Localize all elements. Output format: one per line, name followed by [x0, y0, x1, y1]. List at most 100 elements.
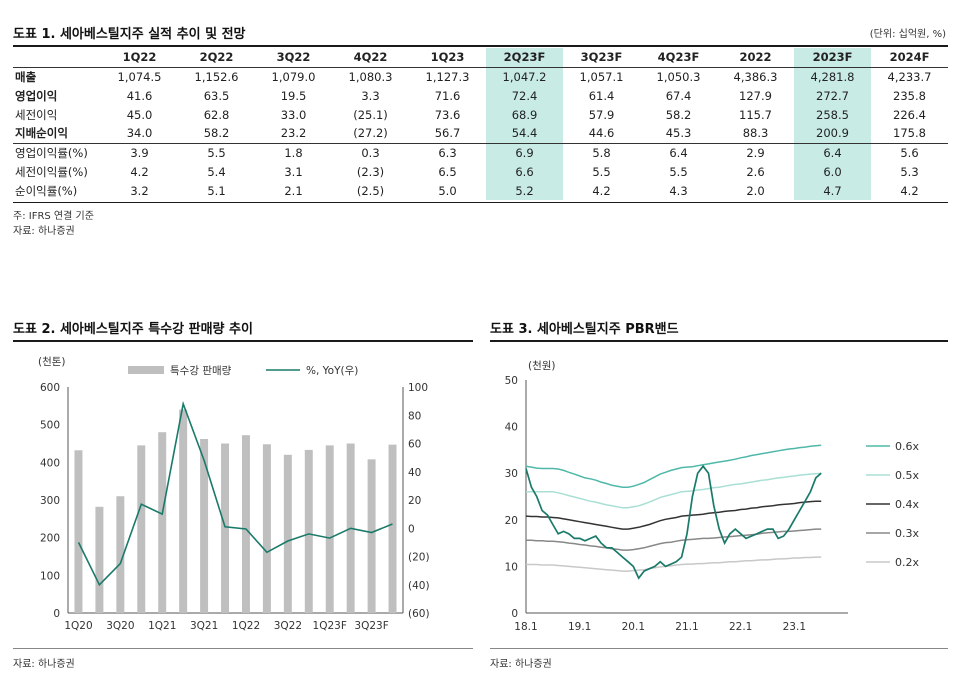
bar-2q21	[179, 409, 188, 613]
table-cell: 4,386.3	[733, 69, 778, 84]
table-cell: 34.0	[126, 126, 153, 141]
y-tick-label: 300	[40, 495, 60, 507]
sales-volume-chart: (천톤) 0 100 200 300 400 500 600 (60) (40) (20) 0 20 40…	[38, 356, 430, 632]
table-cell: 5.2	[486, 181, 563, 200]
line-price	[525, 464, 822, 580]
table-cell: 56.7	[434, 126, 461, 141]
table-cell: 3.2	[130, 183, 149, 198]
bar-4q20	[137, 445, 146, 613]
table1-unit: (단위: 십억원, %)	[869, 29, 946, 40]
yoy-line	[77, 400, 393, 587]
table-cell: 1,079.0	[271, 69, 316, 84]
table-cell: 6.4	[794, 142, 871, 162]
bar-4q21	[221, 443, 230, 613]
bar-3q23f	[367, 459, 376, 613]
table-cell: 73.6	[434, 107, 461, 122]
table-cell: 5.6	[871, 142, 948, 162]
table-cell: 5.3	[900, 164, 919, 179]
y-axis-label: (천톤)	[38, 356, 66, 368]
table-header-2q23f: 2Q23F	[486, 48, 563, 68]
chart3-bottom-rule	[490, 648, 948, 649]
table-cell: 4.2	[130, 164, 149, 179]
table-row: 세전이익률(%) 4.2 5.4 3.1 (2.3) 6.5 6.6 5.5 5.5 2.6 6.0…	[13, 162, 948, 181]
table-cell: 6.5	[438, 164, 457, 179]
table1-note: 주: IFRS 연결 기준	[13, 211, 94, 222]
table-cell: 4.2	[592, 183, 611, 198]
table-cell: 88.3	[742, 126, 769, 141]
y2-tick-label: 20	[408, 495, 421, 507]
y2-tick-label: 80	[408, 410, 421, 422]
table-cell: (25.1)	[353, 107, 388, 122]
table-cell: 19.5	[280, 88, 307, 103]
table-cell: 1,080.3	[348, 69, 393, 84]
table-cell: 1,050.3	[656, 69, 701, 84]
y-tick-label: 0	[53, 608, 60, 620]
y-tick-label: 600	[40, 382, 60, 394]
table-header-2022: 2022	[717, 48, 794, 68]
bar-1q20	[74, 450, 83, 613]
table-row: 세전이익 45.0 62.8 33.0 (25.1) 73.6 68.9 57.9 58.2 11…	[13, 105, 948, 124]
chart3-source: 자료: 하나증권	[490, 659, 552, 670]
legend-line-label: %, YoY(우)	[306, 365, 358, 377]
table-row: 지배순이익 34.0 58.2 23.2 (27.2) 56.7 54.4 44.6 45.3 8…	[13, 124, 948, 143]
table-cell: 4.3	[669, 183, 688, 198]
y-tick-label: 500	[40, 420, 60, 432]
band-label-0-3x: 0.3x	[895, 527, 919, 540]
table-cell: 63.5	[203, 88, 230, 103]
table-cell: 5.8	[563, 142, 640, 162]
table-cell: 258.5	[794, 105, 871, 124]
table-cell: 1,047.2	[486, 67, 563, 86]
y2-tick-label: 40	[408, 467, 421, 479]
table-cell: 58.2	[203, 126, 230, 141]
y-tick-label: 200	[40, 533, 60, 545]
table-cell: 235.8	[893, 88, 926, 103]
table-cell: 45.0	[126, 107, 153, 122]
table-cell: 3.9	[101, 142, 178, 162]
line-0-4x	[525, 500, 822, 530]
table-header-3q23f: 3Q23F	[563, 48, 640, 68]
x-tick-label: 1Q23F	[313, 620, 347, 632]
line-0-2x	[526, 556, 822, 572]
y-tick-label: 10	[505, 561, 518, 573]
table-cell: 3.1	[284, 164, 303, 179]
legend-bar-label: 특수강 판매량	[170, 365, 232, 377]
table-header-3q22: 3Q22	[255, 48, 332, 68]
bar-4q23f	[388, 444, 397, 613]
y-tick-label: 0	[511, 608, 518, 620]
table-cell: 6.6	[486, 162, 563, 181]
table-cell: 1,057.1	[579, 69, 624, 84]
table-cell: 2.9	[717, 142, 794, 162]
bar-2q20	[95, 506, 104, 613]
table-cell: 5.0	[438, 183, 457, 198]
table-cell: 200.9	[794, 124, 871, 143]
table-cell: 2.1	[284, 183, 303, 198]
bar-3q21	[200, 438, 209, 613]
table-cell: 1,127.3	[425, 69, 470, 84]
line-0-6x	[525, 444, 822, 488]
table-cell: 115.7	[739, 107, 772, 122]
row-label: 영업이익	[15, 88, 58, 103]
x-tick-label: 18.1	[514, 621, 537, 633]
financial-table: 1Q22 2Q22 3Q22 4Q22 1Q23 2Q23F 3Q23F 4Q23F 2022 2…	[13, 48, 948, 200]
bar-2q22	[262, 444, 271, 613]
table-cell: 5.5	[178, 142, 255, 162]
y-tick-label: 100	[40, 570, 60, 582]
table-header-4q23f: 4Q23F	[640, 48, 717, 68]
bar-1q22	[241, 435, 250, 613]
table-cell: 71.6	[434, 88, 461, 103]
table-header-row: 1Q22 2Q22 3Q22 4Q22 1Q23 2Q23F 3Q23F 4Q23F 2022 2…	[13, 48, 948, 68]
table-row: 영업이익 41.6 63.5 19.5 3.3 71.6 72.4 61.4 67.4 127.9…	[13, 86, 948, 105]
line-0-3x	[526, 528, 822, 551]
band-label-0-5x: 0.5x	[895, 469, 919, 482]
y2-tick-label: 60	[408, 439, 421, 451]
table-header-2023f: 2023F	[794, 48, 871, 68]
table-cell: 4,281.8	[794, 67, 871, 86]
table-cell: 57.9	[588, 107, 615, 122]
band-label-0-4x: 0.4x	[895, 498, 919, 511]
table-cell: 58.2	[665, 107, 692, 122]
y2-tick-label: 0	[408, 523, 415, 535]
x-tick-label: 23.1	[783, 621, 806, 633]
band-label-0-2x: 0.2x	[895, 556, 919, 569]
bar-1q21	[158, 432, 167, 613]
x-tick-label: 21.1	[675, 621, 698, 633]
